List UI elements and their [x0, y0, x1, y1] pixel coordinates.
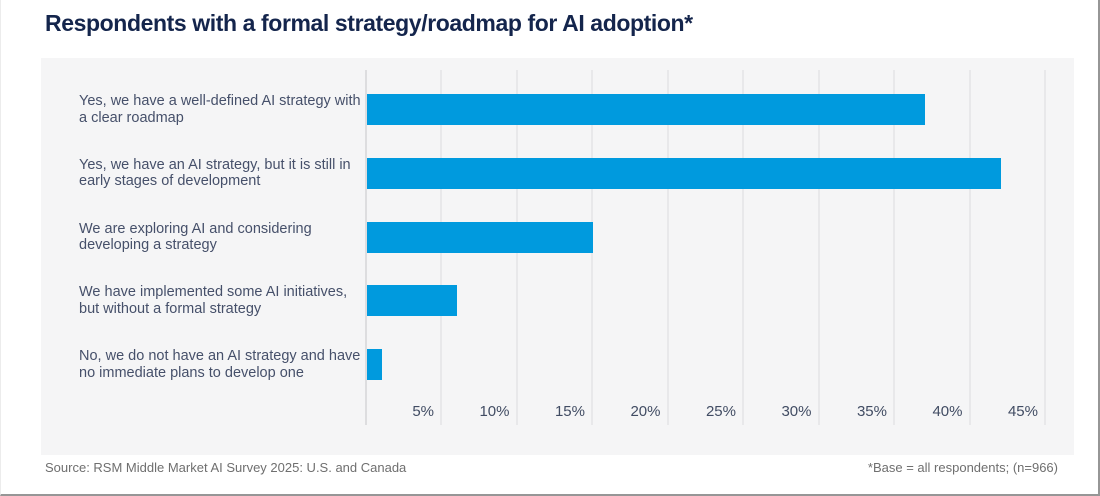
- x-tick-label: 15%: [554, 403, 585, 420]
- x-tick-label: 40%: [932, 403, 963, 420]
- gridline: [742, 70, 744, 425]
- category-label: We are exploring AI and considering deve…: [79, 220, 312, 254]
- category-label: No, we do not have an AI strategy and ha…: [79, 348, 361, 381]
- bar: [366, 94, 926, 125]
- y-axis-line: [364, 70, 367, 425]
- x-tick-label: 30%: [781, 403, 812, 420]
- gridline: [893, 70, 895, 425]
- x-tick-label: 5%: [412, 403, 434, 420]
- x-tick-label: 20%: [630, 403, 661, 420]
- gridline: [817, 70, 820, 425]
- category-label: Yes, we have a well-defined AI strategy …: [79, 93, 361, 126]
- gridline: [968, 70, 971, 425]
- bar: [366, 349, 382, 380]
- bar: [366, 157, 1001, 189]
- x-tick-label: 35%: [856, 403, 887, 420]
- bar: [366, 221, 593, 253]
- category-label: Yes, we have an AI strategy, but it is s…: [79, 156, 351, 190]
- bar: [366, 285, 458, 317]
- category-label: We have implemented some AI initiatives,…: [79, 284, 348, 317]
- chart-panel: 5% 10% 15% 20% 25% 30% 35% 40% 45% Yes, we have a…: [41, 58, 1074, 455]
- gridline: [1044, 70, 1046, 425]
- x-tick-label: 10%: [479, 403, 510, 420]
- x-tick-label: 45%: [1007, 403, 1038, 420]
- footer-note-text: *Base = all respondents; (n=966): [867, 460, 1058, 475]
- footer-source-text: Source: RSM Middle Market AI Survey 2025…: [45, 460, 407, 475]
- gridline: [666, 70, 669, 425]
- chart-title: Respondents with a formal strategy/roadm…: [45, 10, 693, 36]
- x-tick-label: 25%: [705, 403, 736, 420]
